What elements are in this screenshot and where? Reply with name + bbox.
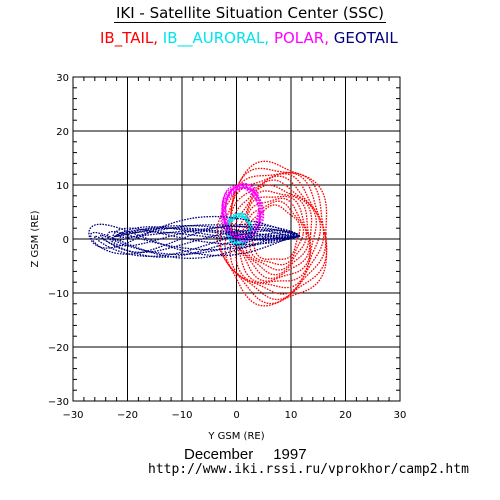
polar-orbit (223, 187, 262, 239)
x-axis-label: Y GSM (RE) (207, 431, 264, 442)
ib-tail-orbit (236, 190, 311, 280)
x-tick-label: 30 (394, 410, 407, 421)
polar-orbit (220, 183, 265, 243)
ib-tail-orbit (248, 204, 301, 260)
legend: IB_TAIL, IB__AURORAL, POLAR, GEOTAIL (100, 29, 398, 47)
geotail-orbit (112, 224, 295, 246)
month-label: December (184, 446, 254, 463)
geotail-orbit (89, 223, 300, 260)
x-tick-label: −10 (171, 410, 192, 421)
ib-tail-orbit (240, 195, 310, 276)
geotail-orbit (114, 227, 300, 240)
y-tick-label: −20 (48, 343, 69, 354)
ib-auroral-orbit (226, 212, 253, 246)
geotail-orbit (88, 215, 298, 257)
y-tick-label: −30 (48, 397, 69, 408)
x-tick-label: −30 (62, 410, 83, 421)
year-label: 1997 (273, 446, 307, 463)
source-url: http://www.iki.rssi.ru/vprokhor/camp2.ht… (148, 462, 469, 477)
ib-tail-orbit (233, 184, 313, 282)
legend-item: POLAR, (273, 29, 334, 47)
x-tick-label: 0 (233, 410, 239, 421)
ib-tail-orbit (230, 175, 322, 289)
ib-tail-orbit (219, 167, 328, 305)
y-tick-label: 20 (56, 127, 69, 138)
y-axis-label: Z GSM (RE) (30, 210, 41, 267)
chart-title: IKI - Satellite Situation Center (SSC) (113, 4, 387, 23)
ib-tail-orbit (231, 179, 317, 284)
legend-item: GEOTAIL (333, 29, 398, 47)
y-tick-label: 10 (56, 181, 69, 192)
x-tick-label: 10 (285, 410, 298, 421)
date-label: December 1997 (184, 446, 307, 463)
x-tick-label: −20 (117, 410, 138, 421)
y-tick-label: 30 (56, 73, 69, 84)
geotail-orbit (100, 228, 299, 256)
x-tick-label: 20 (339, 410, 352, 421)
ib-tail-orbit (224, 172, 327, 301)
geotail-orbit (118, 229, 301, 241)
geotail-orbit (107, 225, 296, 251)
ib-tail-orbit (216, 160, 328, 307)
legend-item: IB__AURORAL, (162, 29, 274, 47)
legend-item: IB_TAIL, (100, 29, 163, 47)
y-tick-label: −10 (48, 289, 69, 300)
y-tick-label: 0 (63, 235, 69, 246)
